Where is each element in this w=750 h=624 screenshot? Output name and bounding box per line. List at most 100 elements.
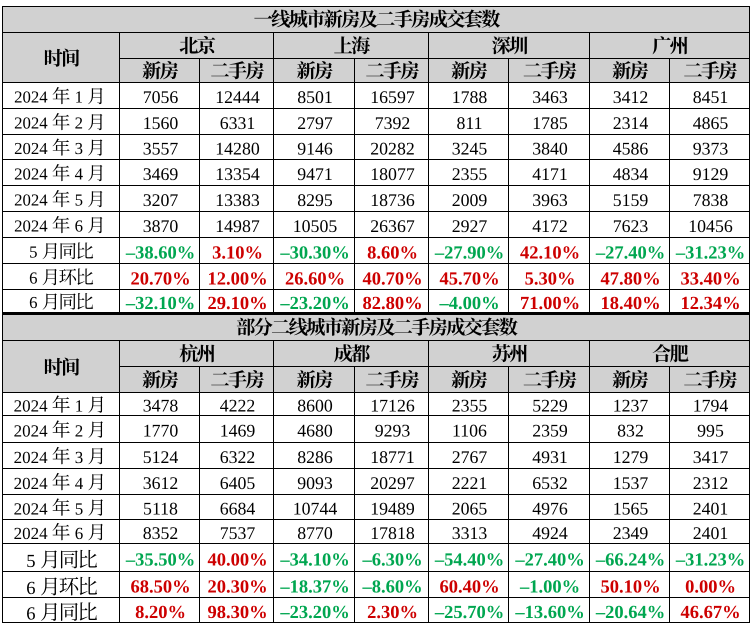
svg-text:–1.00%: –1.00% — [519, 577, 580, 597]
svg-text:1: 1 — [75, 88, 83, 107]
svg-text:811: 811 — [456, 113, 482, 133]
svg-text:9129: 9129 — [693, 164, 729, 184]
svg-text:6684: 6684 — [220, 499, 256, 519]
svg-text:2024: 2024 — [14, 396, 49, 415]
svg-text:–4.00%: –4.00% — [438, 294, 499, 314]
svg-text:2024: 2024 — [14, 165, 48, 184]
svg-text:12444: 12444 — [215, 87, 260, 107]
svg-text:8451: 8451 — [693, 87, 729, 107]
svg-text:7392: 7392 — [375, 113, 411, 133]
svg-text:2065: 2065 — [452, 499, 488, 519]
svg-text:12.00%: 12.00% — [207, 269, 267, 289]
svg-text:3313: 3313 — [452, 523, 488, 543]
svg-text:9146: 9146 — [297, 139, 333, 159]
svg-text:1537: 1537 — [613, 473, 649, 493]
svg-text:–23.20%: –23.20% — [279, 294, 349, 314]
svg-text:2312: 2312 — [693, 473, 729, 493]
svg-text:4865: 4865 — [693, 113, 729, 133]
svg-text:2221: 2221 — [452, 473, 488, 493]
svg-text:–38.60%: –38.60% — [125, 243, 195, 263]
svg-text:3207: 3207 — [143, 190, 179, 210]
svg-text:4931: 4931 — [532, 447, 568, 467]
svg-text:4: 4 — [75, 474, 84, 493]
svg-text:3417: 3417 — [693, 447, 729, 467]
svg-text:20.30%: 20.30% — [207, 577, 267, 597]
svg-text:8.20%: 8.20% — [135, 603, 186, 623]
svg-text:4976: 4976 — [532, 499, 568, 519]
svg-text:–27.40%: –27.40% — [595, 243, 665, 263]
svg-text:4680: 4680 — [297, 421, 333, 441]
svg-text:1279: 1279 — [613, 447, 649, 467]
svg-text:–20.64%: –20.64% — [595, 603, 665, 623]
svg-text:6: 6 — [75, 524, 84, 543]
svg-text:18.40%: 18.40% — [600, 294, 660, 314]
svg-text:7623: 7623 — [613, 216, 649, 236]
svg-text:50.10%: 50.10% — [600, 577, 660, 597]
svg-text:2024: 2024 — [14, 524, 49, 543]
svg-text:8295: 8295 — [297, 190, 333, 210]
svg-text:3840: 3840 — [532, 139, 568, 159]
svg-text:–34.10%: –34.10% — [279, 550, 349, 570]
svg-text:8286: 8286 — [297, 447, 333, 467]
svg-text:2767: 2767 — [452, 447, 488, 467]
svg-text:4171: 4171 — [532, 164, 568, 184]
svg-text:8.60%: 8.60% — [367, 243, 418, 263]
svg-text:–25.70%: –25.70% — [434, 603, 504, 623]
svg-text:13383: 13383 — [215, 190, 260, 210]
svg-text:12.34%: 12.34% — [680, 294, 740, 314]
svg-text:2024: 2024 — [14, 88, 48, 107]
svg-text:26367: 26367 — [370, 216, 415, 236]
svg-text:4: 4 — [75, 165, 84, 184]
svg-text:1106: 1106 — [452, 421, 487, 441]
svg-text:4834: 4834 — [613, 164, 649, 184]
svg-text:3870: 3870 — [143, 216, 179, 236]
svg-text:60.40%: 60.40% — [439, 577, 499, 597]
svg-text:6331: 6331 — [220, 113, 256, 133]
svg-text:8600: 8600 — [297, 396, 333, 416]
svg-text:–30.30%: –30.30% — [279, 243, 349, 263]
svg-text:6: 6 — [26, 603, 35, 624]
svg-text:–54.40%: –54.40% — [434, 550, 504, 570]
svg-text:1785: 1785 — [532, 113, 568, 133]
svg-text:3: 3 — [75, 139, 83, 158]
svg-text:–27.90%: –27.90% — [434, 243, 504, 263]
svg-text:–8.60%: –8.60% — [361, 577, 422, 597]
svg-text:5: 5 — [75, 191, 83, 210]
svg-text:2024: 2024 — [14, 217, 48, 236]
svg-text:13354: 13354 — [215, 164, 260, 184]
svg-text:47.80%: 47.80% — [600, 269, 660, 289]
svg-text:18736: 18736 — [370, 190, 415, 210]
svg-text:20.70%: 20.70% — [130, 269, 190, 289]
svg-text:19489: 19489 — [370, 499, 415, 519]
svg-text:–35.50%: –35.50% — [125, 550, 195, 570]
svg-text:–31.23%: –31.23% — [675, 243, 745, 263]
svg-text:5.30%: 5.30% — [525, 269, 576, 289]
svg-text:17126: 17126 — [370, 396, 415, 416]
svg-text:5124: 5124 — [143, 447, 179, 467]
svg-text:8770: 8770 — [297, 523, 333, 543]
svg-text:4222: 4222 — [220, 396, 256, 416]
svg-text:3245: 3245 — [452, 139, 488, 159]
svg-text:6405: 6405 — [220, 473, 256, 493]
svg-text:9093: 9093 — [297, 473, 333, 493]
svg-text:2024: 2024 — [14, 114, 48, 133]
svg-text:3557: 3557 — [143, 139, 179, 159]
svg-text:2797: 2797 — [297, 113, 333, 133]
svg-text:1: 1 — [75, 396, 84, 415]
svg-text:2355: 2355 — [452, 396, 488, 416]
svg-text:14987: 14987 — [215, 216, 260, 236]
svg-text:98.30%: 98.30% — [207, 603, 267, 623]
svg-text:6532: 6532 — [532, 473, 568, 493]
svg-text:14280: 14280 — [215, 139, 260, 159]
svg-text:9293: 9293 — [375, 421, 411, 441]
svg-text:71.00%: 71.00% — [520, 294, 580, 314]
svg-text:2355: 2355 — [452, 164, 488, 184]
svg-text:6: 6 — [29, 293, 37, 312]
svg-text:–18.37%: –18.37% — [279, 577, 349, 597]
svg-text:3: 3 — [75, 448, 84, 467]
svg-text:6322: 6322 — [220, 447, 256, 467]
svg-text:5159: 5159 — [613, 190, 649, 210]
svg-text:16597: 16597 — [370, 87, 415, 107]
svg-text:4586: 4586 — [613, 139, 649, 159]
svg-text:6: 6 — [75, 217, 83, 236]
